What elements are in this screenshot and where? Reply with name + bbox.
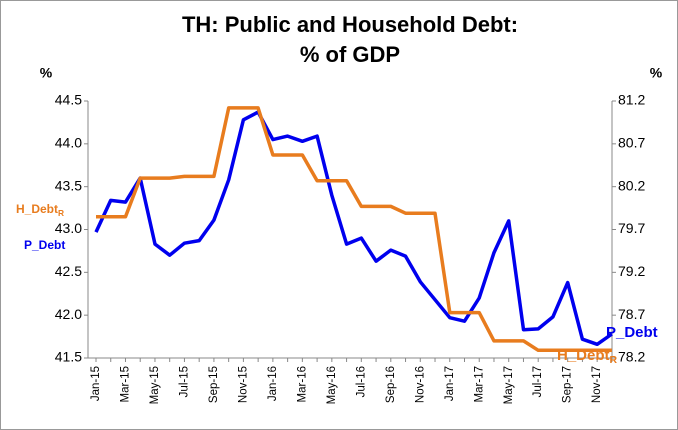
x-tick-label: May-17 xyxy=(503,366,515,404)
series-label: P_Debt xyxy=(606,324,658,341)
x-tick-label: May-15 xyxy=(149,366,161,404)
series-label: P_Debt xyxy=(24,238,65,252)
y2-tick-label: 79.2 xyxy=(618,263,645,279)
y2-tick-label: 80.7 xyxy=(618,135,645,151)
chart-title: % of GDP xyxy=(300,42,400,67)
series-name-subscript: R xyxy=(58,208,64,218)
x-tick-label: Jan-16 xyxy=(267,366,279,401)
x-tick-label: Nov-16 xyxy=(414,366,426,403)
series-label: H_DebtR xyxy=(16,202,64,218)
x-tick-label: Mar-15 xyxy=(120,366,132,402)
x-tick-label: Mar-16 xyxy=(296,366,308,402)
x-tick-label: Jul-15 xyxy=(178,366,190,397)
series-line xyxy=(96,106,612,353)
y2-unit: % xyxy=(650,65,663,81)
x-tick-label: Nov-15 xyxy=(237,366,249,403)
x-tick-label: Sep-16 xyxy=(385,366,397,403)
x-tick-label: Jan-17 xyxy=(444,366,456,401)
x-tick-label: May-16 xyxy=(326,366,338,404)
y2-tick-label: 80.2 xyxy=(618,177,645,193)
series-label: H_DebtR xyxy=(557,347,618,366)
x-tick-label: Mar-17 xyxy=(473,366,485,402)
series-name-subscript: R xyxy=(610,354,618,366)
y-unit: % xyxy=(40,65,53,81)
x-tick-label: Jul-17 xyxy=(532,366,544,397)
y-tick-label: 44.5 xyxy=(55,92,82,108)
x-tick-label: Sep-15 xyxy=(208,366,220,403)
y-tick-label: 43.0 xyxy=(55,220,82,236)
y2-tick-label: 78.2 xyxy=(618,349,645,365)
y-tick-label: 42.5 xyxy=(55,263,82,279)
y2-tick-label: 81.2 xyxy=(618,92,645,108)
series-line xyxy=(94,110,613,347)
y-tick-label: 42.0 xyxy=(55,306,82,322)
series-name: H_Debt xyxy=(557,347,610,364)
series-name: H_Debt xyxy=(16,202,58,216)
x-tick-label: Nov-17 xyxy=(591,366,603,403)
x-tick-label: Jan-15 xyxy=(90,366,102,401)
x-tick-label: Sep-17 xyxy=(562,366,574,403)
x-tick-label: Jul-16 xyxy=(355,366,367,397)
y2-tick-label: 79.7 xyxy=(618,220,645,236)
series-name: P_Debt xyxy=(606,324,658,341)
series-name: P_Debt xyxy=(24,238,65,252)
y-tick-label: 44.0 xyxy=(55,135,82,151)
chart-title: TH: Public and Household Debt: xyxy=(182,12,518,37)
y-tick-label: 41.5 xyxy=(55,349,82,365)
y-tick-label: 43.5 xyxy=(55,177,82,193)
y2-tick-label: 78.7 xyxy=(618,306,645,322)
